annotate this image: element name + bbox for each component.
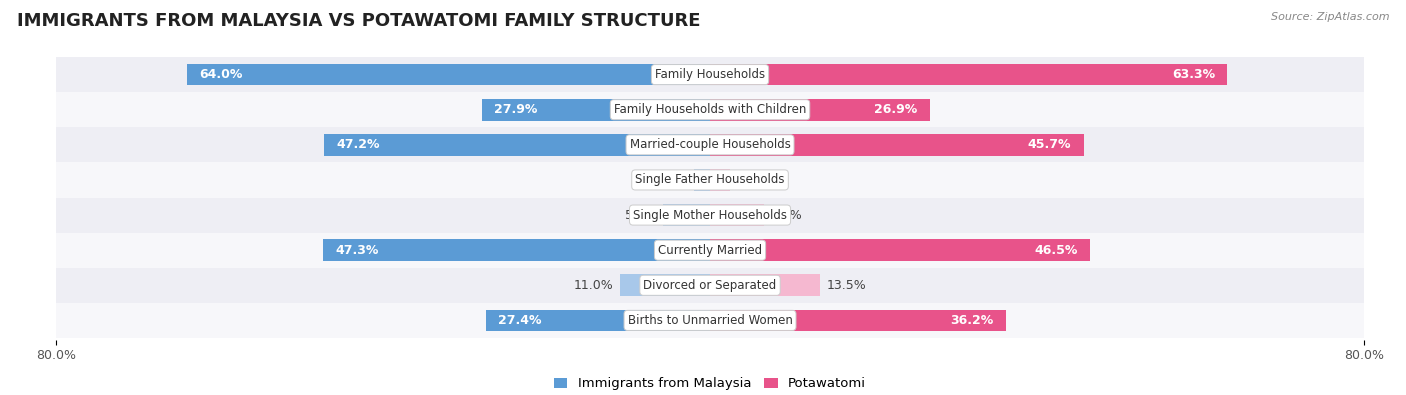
Bar bbox=[187, 64, 710, 85]
Text: 27.9%: 27.9% bbox=[495, 103, 537, 116]
Bar bbox=[56, 92, 1364, 127]
Text: 5.7%: 5.7% bbox=[624, 209, 657, 222]
Text: 11.0%: 11.0% bbox=[574, 279, 613, 292]
Text: Source: ZipAtlas.com: Source: ZipAtlas.com bbox=[1271, 12, 1389, 22]
Text: 63.3%: 63.3% bbox=[1173, 68, 1215, 81]
Text: 2.0%: 2.0% bbox=[655, 173, 688, 186]
Bar bbox=[710, 239, 1090, 261]
Text: Births to Unmarried Women: Births to Unmarried Women bbox=[627, 314, 793, 327]
Text: Family Households with Children: Family Households with Children bbox=[614, 103, 806, 116]
Bar bbox=[710, 169, 731, 191]
Bar bbox=[482, 99, 710, 120]
Text: Currently Married: Currently Married bbox=[658, 244, 762, 257]
Text: 27.4%: 27.4% bbox=[498, 314, 541, 327]
Bar bbox=[710, 204, 763, 226]
Text: Single Mother Households: Single Mother Households bbox=[633, 209, 787, 222]
Text: 26.9%: 26.9% bbox=[875, 103, 918, 116]
Bar bbox=[56, 268, 1364, 303]
Bar bbox=[693, 169, 710, 191]
Text: 13.5%: 13.5% bbox=[827, 279, 866, 292]
Text: Single Father Households: Single Father Households bbox=[636, 173, 785, 186]
Bar bbox=[56, 303, 1364, 338]
Legend: Immigrants from Malaysia, Potawatomi: Immigrants from Malaysia, Potawatomi bbox=[548, 372, 872, 395]
Text: 46.5%: 46.5% bbox=[1035, 244, 1078, 257]
Text: 6.6%: 6.6% bbox=[770, 209, 803, 222]
Bar bbox=[710, 134, 1084, 156]
Bar bbox=[710, 275, 820, 296]
Text: 2.5%: 2.5% bbox=[737, 173, 769, 186]
Bar bbox=[56, 198, 1364, 233]
Bar bbox=[486, 310, 710, 331]
Text: 47.3%: 47.3% bbox=[336, 244, 380, 257]
Text: Divorced or Separated: Divorced or Separated bbox=[644, 279, 776, 292]
Bar bbox=[56, 127, 1364, 162]
Text: 47.2%: 47.2% bbox=[336, 138, 380, 151]
Bar bbox=[710, 99, 929, 120]
Text: Family Households: Family Households bbox=[655, 68, 765, 81]
Bar bbox=[325, 134, 710, 156]
Text: 36.2%: 36.2% bbox=[950, 314, 994, 327]
Bar bbox=[710, 64, 1227, 85]
Text: 45.7%: 45.7% bbox=[1028, 138, 1071, 151]
Bar bbox=[710, 310, 1005, 331]
Bar bbox=[664, 204, 710, 226]
Bar bbox=[56, 233, 1364, 268]
Bar bbox=[56, 162, 1364, 198]
Text: IMMIGRANTS FROM MALAYSIA VS POTAWATOMI FAMILY STRUCTURE: IMMIGRANTS FROM MALAYSIA VS POTAWATOMI F… bbox=[17, 12, 700, 30]
Text: Married-couple Households: Married-couple Households bbox=[630, 138, 790, 151]
Text: 64.0%: 64.0% bbox=[200, 68, 243, 81]
Bar bbox=[620, 275, 710, 296]
Bar bbox=[56, 57, 1364, 92]
Bar bbox=[323, 239, 710, 261]
